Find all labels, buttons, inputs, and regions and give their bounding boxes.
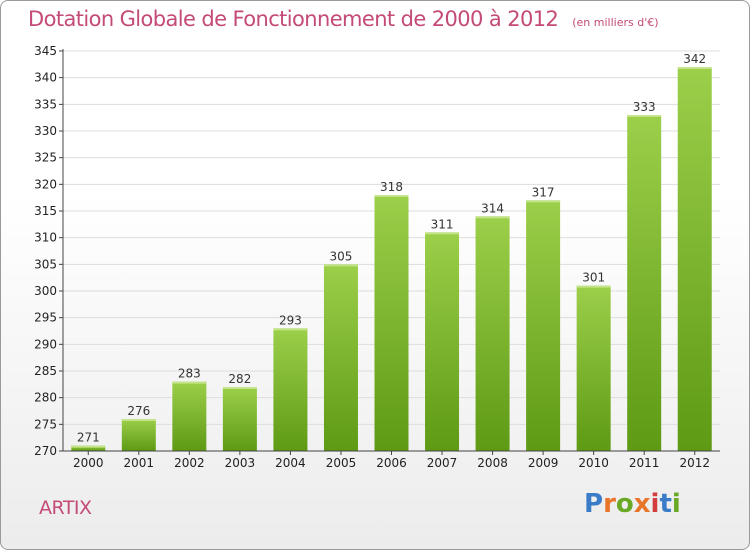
y-tick-label: 320 <box>34 177 57 191</box>
y-tick-label: 285 <box>34 364 57 378</box>
bar-top-highlight <box>121 419 156 421</box>
bar-value-label: 282 <box>228 372 251 386</box>
x-tick-label: 2003 <box>225 456 256 470</box>
commune-name: ARTIX <box>39 497 92 519</box>
proxiti-logo: Proxiti <box>584 489 681 519</box>
bar-top-highlight <box>172 381 207 384</box>
x-tick-label: 2005 <box>326 456 357 470</box>
bar-value-label: 314 <box>481 201 504 215</box>
x-tick-label: 2004 <box>275 456 306 470</box>
bar-value-label: 283 <box>178 367 201 381</box>
y-tick-label: 345 <box>34 44 57 58</box>
logo-letter: x <box>633 489 651 519</box>
x-tick-label: 2000 <box>73 456 104 470</box>
bar <box>172 381 207 451</box>
x-tick-label: 2010 <box>578 456 609 470</box>
x-tick-label: 2011 <box>629 456 660 470</box>
bar <box>323 264 358 451</box>
x-tick-label: 2006 <box>376 456 407 470</box>
logo-letter: o <box>615 489 634 519</box>
bar-value-label: 271 <box>77 431 100 445</box>
bars <box>71 67 712 451</box>
bar-top-highlight <box>273 328 308 331</box>
bar <box>425 232 460 451</box>
y-tick-label: 275 <box>34 417 57 431</box>
chart-title: Dotation Globale de Fonctionnement de 20… <box>28 7 559 31</box>
labels: 270 275 280 285 290 295 300 305 310 315 320 325 330 3… <box>34 44 710 470</box>
bar-value-label: 311 <box>431 217 454 231</box>
bar <box>71 445 106 451</box>
bar-value-label: 293 <box>279 313 302 327</box>
bar-top-highlight <box>323 264 358 267</box>
bar <box>374 195 409 451</box>
bar <box>677 67 712 451</box>
bar-value-label: 305 <box>330 249 353 263</box>
chart-subtitle: (en milliers d'€) <box>572 16 659 29</box>
bar-top-highlight <box>677 67 712 69</box>
bar <box>576 285 611 451</box>
axes <box>59 49 720 455</box>
y-tick-label: 290 <box>34 337 57 351</box>
y-tick-label: 270 <box>34 444 57 458</box>
y-tick-label: 335 <box>34 97 57 111</box>
bar <box>627 115 662 451</box>
bar-top-highlight <box>526 200 561 203</box>
logo-letter: i <box>650 489 660 519</box>
x-tick-label: 2012 <box>679 456 710 470</box>
bar-value-label: 342 <box>683 52 706 66</box>
bar-value-label: 333 <box>633 100 656 114</box>
bar-top-highlight <box>71 445 106 448</box>
bar-value-label: 301 <box>582 271 605 285</box>
y-tick-label: 295 <box>34 311 57 325</box>
bar-value-label: 317 <box>532 185 555 199</box>
y-tick-label: 280 <box>34 391 57 405</box>
bar <box>121 419 156 451</box>
bar-value-label: 318 <box>380 180 403 194</box>
y-tick-label: 300 <box>34 284 57 298</box>
x-tick-label: 2007 <box>427 456 458 470</box>
y-tick-label: 325 <box>34 151 57 165</box>
bar-value-label: 276 <box>127 404 150 418</box>
title-row: Dotation Globale de Fonctionnement de 20… <box>28 7 659 31</box>
bar <box>273 328 308 451</box>
y-tick-label: 310 <box>34 231 57 245</box>
x-tick-label: 2002 <box>174 456 205 470</box>
bar-top-highlight <box>627 115 662 117</box>
logo-letter: i <box>671 489 681 519</box>
logo-letter: t <box>659 489 672 519</box>
x-tick-label: 2001 <box>124 456 155 470</box>
bar <box>475 216 510 451</box>
x-tick-label: 2008 <box>477 456 508 470</box>
x-tick-label: 2009 <box>528 456 559 470</box>
y-tick-label: 330 <box>34 124 57 138</box>
y-tick-label: 305 <box>34 257 57 271</box>
y-tick-label: 340 <box>34 71 57 85</box>
bar-top-highlight <box>374 195 409 197</box>
bar-top-highlight <box>222 387 257 389</box>
bar-top-highlight <box>425 232 460 235</box>
bar <box>526 200 561 451</box>
bar-top-highlight <box>576 285 611 288</box>
y-tick-label: 315 <box>34 204 57 218</box>
bar-top-highlight <box>475 216 510 219</box>
logo-letter: P <box>584 489 604 519</box>
bar <box>222 387 257 451</box>
logo-letter: r <box>603 489 616 519</box>
